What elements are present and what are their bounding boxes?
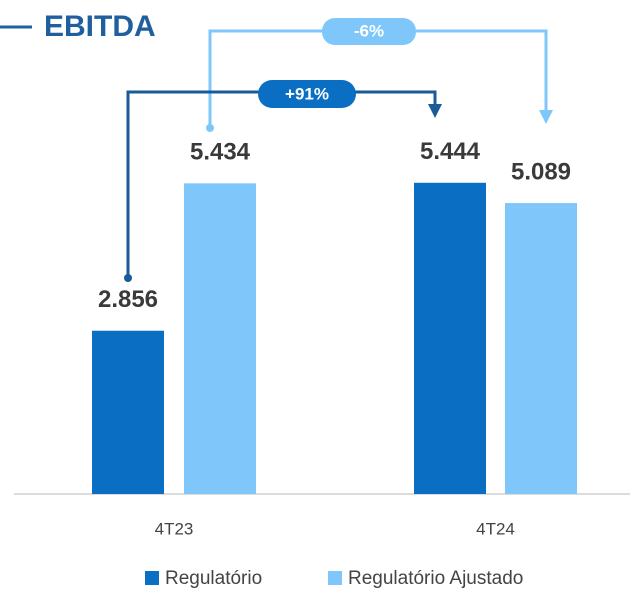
value-label: 2.856 (98, 286, 158, 313)
bar (505, 203, 577, 494)
bracket-arrow (539, 110, 553, 124)
value-label: 5.434 (190, 139, 251, 166)
change-bracket-regulatory (126, 90, 437, 278)
value-label: 5.089 (511, 158, 571, 185)
change-label: -6% (354, 21, 384, 40)
legend-swatch (145, 571, 159, 585)
bracket-dot (206, 124, 214, 132)
legend-swatch (328, 571, 342, 585)
bar (92, 330, 164, 494)
bracket-dot (124, 274, 132, 282)
chart-title: EBITDA (44, 10, 156, 43)
x-tick-label: 4T23 (155, 519, 194, 538)
change-pill (258, 80, 356, 108)
change-bracket-adjusted (208, 29, 548, 128)
bar (184, 183, 256, 495)
value-label: 5.444 (420, 138, 481, 165)
bar (414, 182, 486, 494)
change-label: +91% (285, 84, 329, 103)
legend-label: Regulatório (165, 568, 262, 589)
legend-label: Regulatório Ajustado (348, 568, 523, 589)
bracket-arrow (428, 104, 442, 118)
x-tick-label: 4T24 (476, 519, 515, 538)
change-pill (322, 18, 416, 45)
